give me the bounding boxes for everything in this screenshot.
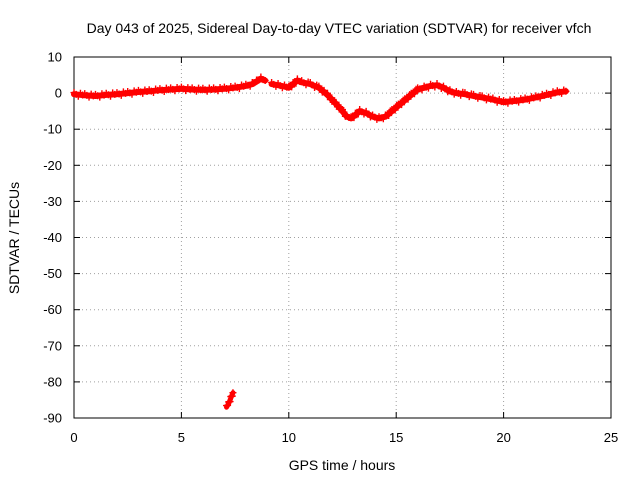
y-tick-label: -10 — [43, 122, 62, 137]
data-point — [328, 94, 336, 102]
data-point — [404, 95, 412, 103]
data-point — [224, 401, 232, 409]
data-point — [339, 106, 346, 114]
data-point — [292, 79, 300, 87]
data-point — [525, 96, 533, 104]
data-series — [70, 73, 570, 410]
x-tick-label: 0 — [70, 430, 77, 445]
data-point — [393, 101, 401, 109]
data-point — [288, 83, 296, 91]
y-tick-label: -20 — [43, 158, 62, 173]
data-point — [226, 398, 234, 406]
data-point — [399, 96, 407, 104]
x-tick-label: 20 — [496, 430, 510, 445]
data-point — [536, 94, 544, 102]
data-point — [386, 107, 394, 115]
data-point — [410, 90, 418, 98]
y-tick-label: -60 — [43, 302, 62, 317]
x-axis-label: GPS time / hours — [289, 457, 396, 473]
x-tick-label: 15 — [389, 430, 403, 445]
data-point — [391, 106, 399, 114]
grid-lines — [74, 57, 611, 418]
axis-ticks: 0 5 10 15 20 25 10 0 -10 -20 -30 -40 -50 -60 -70 -80 -90 — [43, 50, 618, 446]
y-tick-label: -50 — [43, 266, 62, 281]
main-trace — [268, 75, 570, 123]
y-tick-label: -40 — [43, 230, 62, 245]
y-axis-label: SDTVAR / TECUs — [6, 182, 22, 294]
data-point — [406, 91, 414, 99]
data-point — [350, 114, 358, 122]
outlier-trace — [223, 389, 237, 410]
data-point — [228, 392, 236, 400]
data-point — [418, 86, 426, 94]
chart-title: Day 043 of 2025, Sidereal Day-to-day VTE… — [87, 20, 592, 36]
x-tick-label: 5 — [178, 430, 185, 445]
y-tick-label: -70 — [43, 338, 62, 353]
data-point — [385, 111, 393, 119]
main-trace — [70, 73, 269, 101]
data-point — [332, 98, 340, 106]
data-point — [562, 87, 570, 95]
data-point — [229, 389, 237, 397]
data-point — [379, 115, 387, 123]
y-tick-label: 10 — [48, 50, 62, 65]
y-tick-label: -80 — [43, 374, 62, 389]
data-point — [547, 91, 555, 99]
x-tick-label: 25 — [604, 430, 618, 445]
y-tick-label: 0 — [55, 86, 62, 101]
data-point — [261, 76, 269, 84]
x-tick-label: 10 — [282, 430, 296, 445]
y-tick-label: -90 — [43, 411, 62, 426]
data-point — [235, 85, 243, 93]
data-point — [424, 84, 432, 92]
y-tick-label: -30 — [43, 194, 62, 209]
data-point — [246, 82, 254, 90]
data-point — [398, 101, 406, 109]
data-point — [323, 89, 331, 97]
